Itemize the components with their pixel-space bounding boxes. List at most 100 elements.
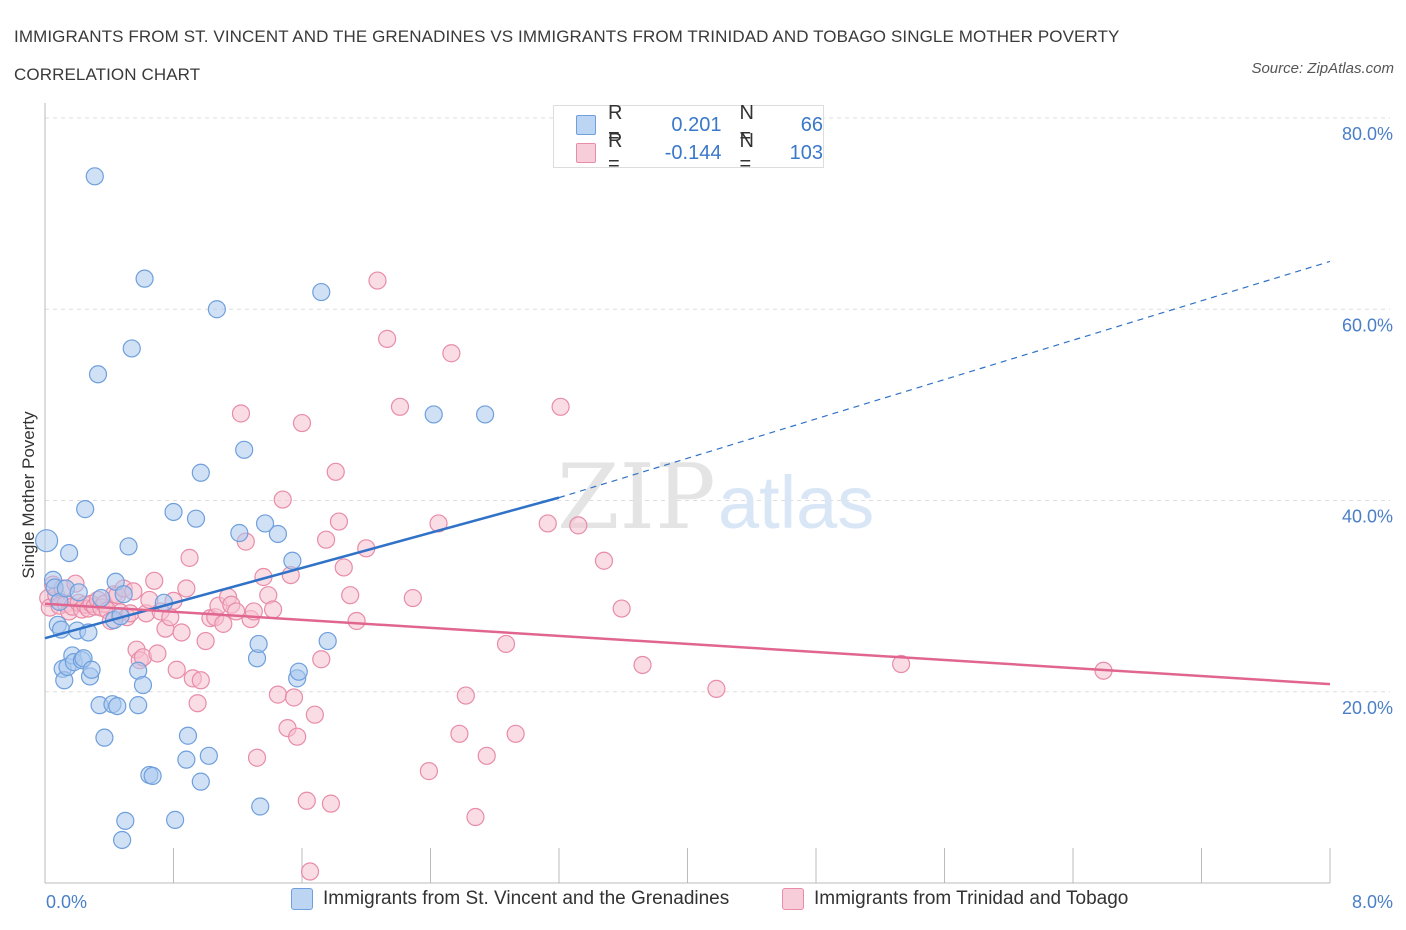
point-trinidad — [442, 344, 461, 363]
point-trinidad — [450, 724, 469, 743]
point-stvincent — [251, 797, 270, 816]
y-tick-label: 40.0% — [1342, 507, 1393, 527]
point-trinidad — [633, 655, 652, 675]
x-tick-labels: 0.0% 8.0% — [46, 892, 1393, 912]
point-stvincent — [122, 339, 141, 358]
correlation-legend: R = 0.201 N = 66 R = -0.144 N = 103 — [553, 102, 824, 175]
point-trinidad — [231, 404, 251, 423]
legend-row-stvincent: R = 0.201 N = 66 — [576, 102, 823, 147]
point-trinidad — [326, 462, 345, 481]
point-stvincent — [108, 696, 127, 716]
point-stvincent — [76, 500, 95, 519]
point-stvincent — [119, 537, 138, 556]
point-trinidad — [180, 548, 199, 567]
point-trinidad — [167, 660, 186, 679]
point-stvincent — [312, 282, 331, 302]
point-stvincent — [191, 463, 210, 482]
point-stvincent — [230, 523, 249, 543]
point-trinidad — [268, 685, 288, 704]
point-trinidad — [312, 650, 331, 669]
point-stvincent — [177, 750, 196, 769]
point-stvincent — [166, 810, 185, 829]
point-trinidad — [551, 397, 570, 416]
point-trinidad — [403, 588, 422, 608]
point-stvincent — [186, 509, 206, 528]
point-trinidad — [273, 490, 292, 509]
point-trinidad — [191, 671, 210, 690]
point-stvincent — [88, 365, 108, 384]
point-stvincent — [476, 405, 495, 424]
point-stvincent — [129, 696, 148, 715]
point-stvincent — [318, 631, 337, 651]
point-stvincent — [283, 551, 302, 570]
point-trinidad — [292, 413, 312, 433]
point-trinidad — [347, 611, 366, 631]
y-tick-label: 80.0% — [1342, 124, 1393, 144]
trend-line-stvincent-extension — [558, 260, 1331, 499]
point-trinidad — [334, 558, 353, 577]
chart-title: IMMIGRANTS FROM ST. VINCENT AND THE GREN… — [14, 27, 1120, 84]
r-value-stvincent: 0.201 — [671, 113, 722, 136]
legend-swatch-blue — [576, 115, 596, 135]
n-label: N = — [739, 102, 754, 147]
point-trinidad — [477, 746, 496, 765]
point-trinidad — [316, 530, 336, 549]
point-trinidad — [172, 623, 191, 642]
x-tick-label: 8.0% — [1352, 892, 1393, 912]
point-stvincent — [114, 585, 133, 604]
y-tick-labels: 20.0% 40.0% 60.0% 80.0% — [1342, 124, 1393, 718]
point-stvincent — [235, 440, 254, 459]
point-stvincent — [178, 726, 198, 745]
point-trinidad — [329, 512, 349, 531]
point-stvincent — [82, 660, 101, 679]
point-trinidad — [177, 579, 196, 598]
point-trinidad — [321, 794, 341, 813]
point-stvincent — [143, 766, 162, 786]
point-trinidad — [707, 679, 726, 698]
n-label: N = — [739, 130, 754, 175]
point-trinidad — [148, 644, 167, 663]
point-trinidad — [506, 724, 525, 743]
trend-line-trinidad — [44, 602, 1331, 686]
legend-label-trinidad: Immigrants from Trinidad and Tobago — [814, 888, 1129, 909]
watermark-zip: ZIP — [557, 445, 716, 550]
point-stvincent — [199, 746, 218, 765]
point-trinidad — [263, 600, 283, 619]
point-stvincent — [135, 269, 154, 288]
point-trinidad — [341, 586, 360, 605]
point-stvincent — [207, 300, 226, 319]
n-value-trinidad: 103 — [789, 141, 823, 164]
series-legend: Immigrants from St. Vincent and the Gren… — [0, 888, 1406, 918]
point-trinidad — [466, 807, 485, 827]
point-stvincent — [164, 502, 183, 522]
point-trinidad — [196, 631, 215, 651]
point-trinidad — [538, 514, 557, 533]
point-trinidad — [569, 516, 588, 535]
point-stvincent — [95, 728, 114, 747]
x-tick-label: 0.0% — [46, 892, 87, 912]
n-value-stvincent: 66 — [800, 113, 823, 136]
point-stvincent — [92, 588, 111, 608]
legend-swatch-pink — [576, 143, 596, 163]
point-stvincent — [191, 772, 210, 791]
axes — [44, 103, 1331, 884]
legend-item-trinidad: Immigrants from Trinidad and Tobago — [782, 888, 1128, 910]
point-trinidad — [612, 599, 631, 618]
legend-item-stvincent: Immigrants from St. Vincent and the Gren… — [291, 888, 729, 910]
point-trinidad — [305, 705, 324, 724]
point-trinidad — [368, 271, 387, 290]
point-trinidad — [145, 571, 164, 590]
point-trinidad — [288, 727, 307, 746]
point-stvincent — [69, 583, 88, 602]
r-label: R = — [607, 102, 623, 147]
point-trinidad — [429, 514, 448, 533]
point-trinidad — [496, 634, 516, 654]
point-trinidad — [594, 551, 614, 570]
watermark-atlas: atlas — [718, 461, 874, 544]
point-trinidad — [284, 688, 304, 707]
trend-line-stvincent — [44, 496, 560, 640]
point-stvincent — [133, 675, 153, 695]
y-axis-label: Single Mother Poverty — [19, 411, 38, 579]
point-trinidad — [419, 762, 438, 781]
